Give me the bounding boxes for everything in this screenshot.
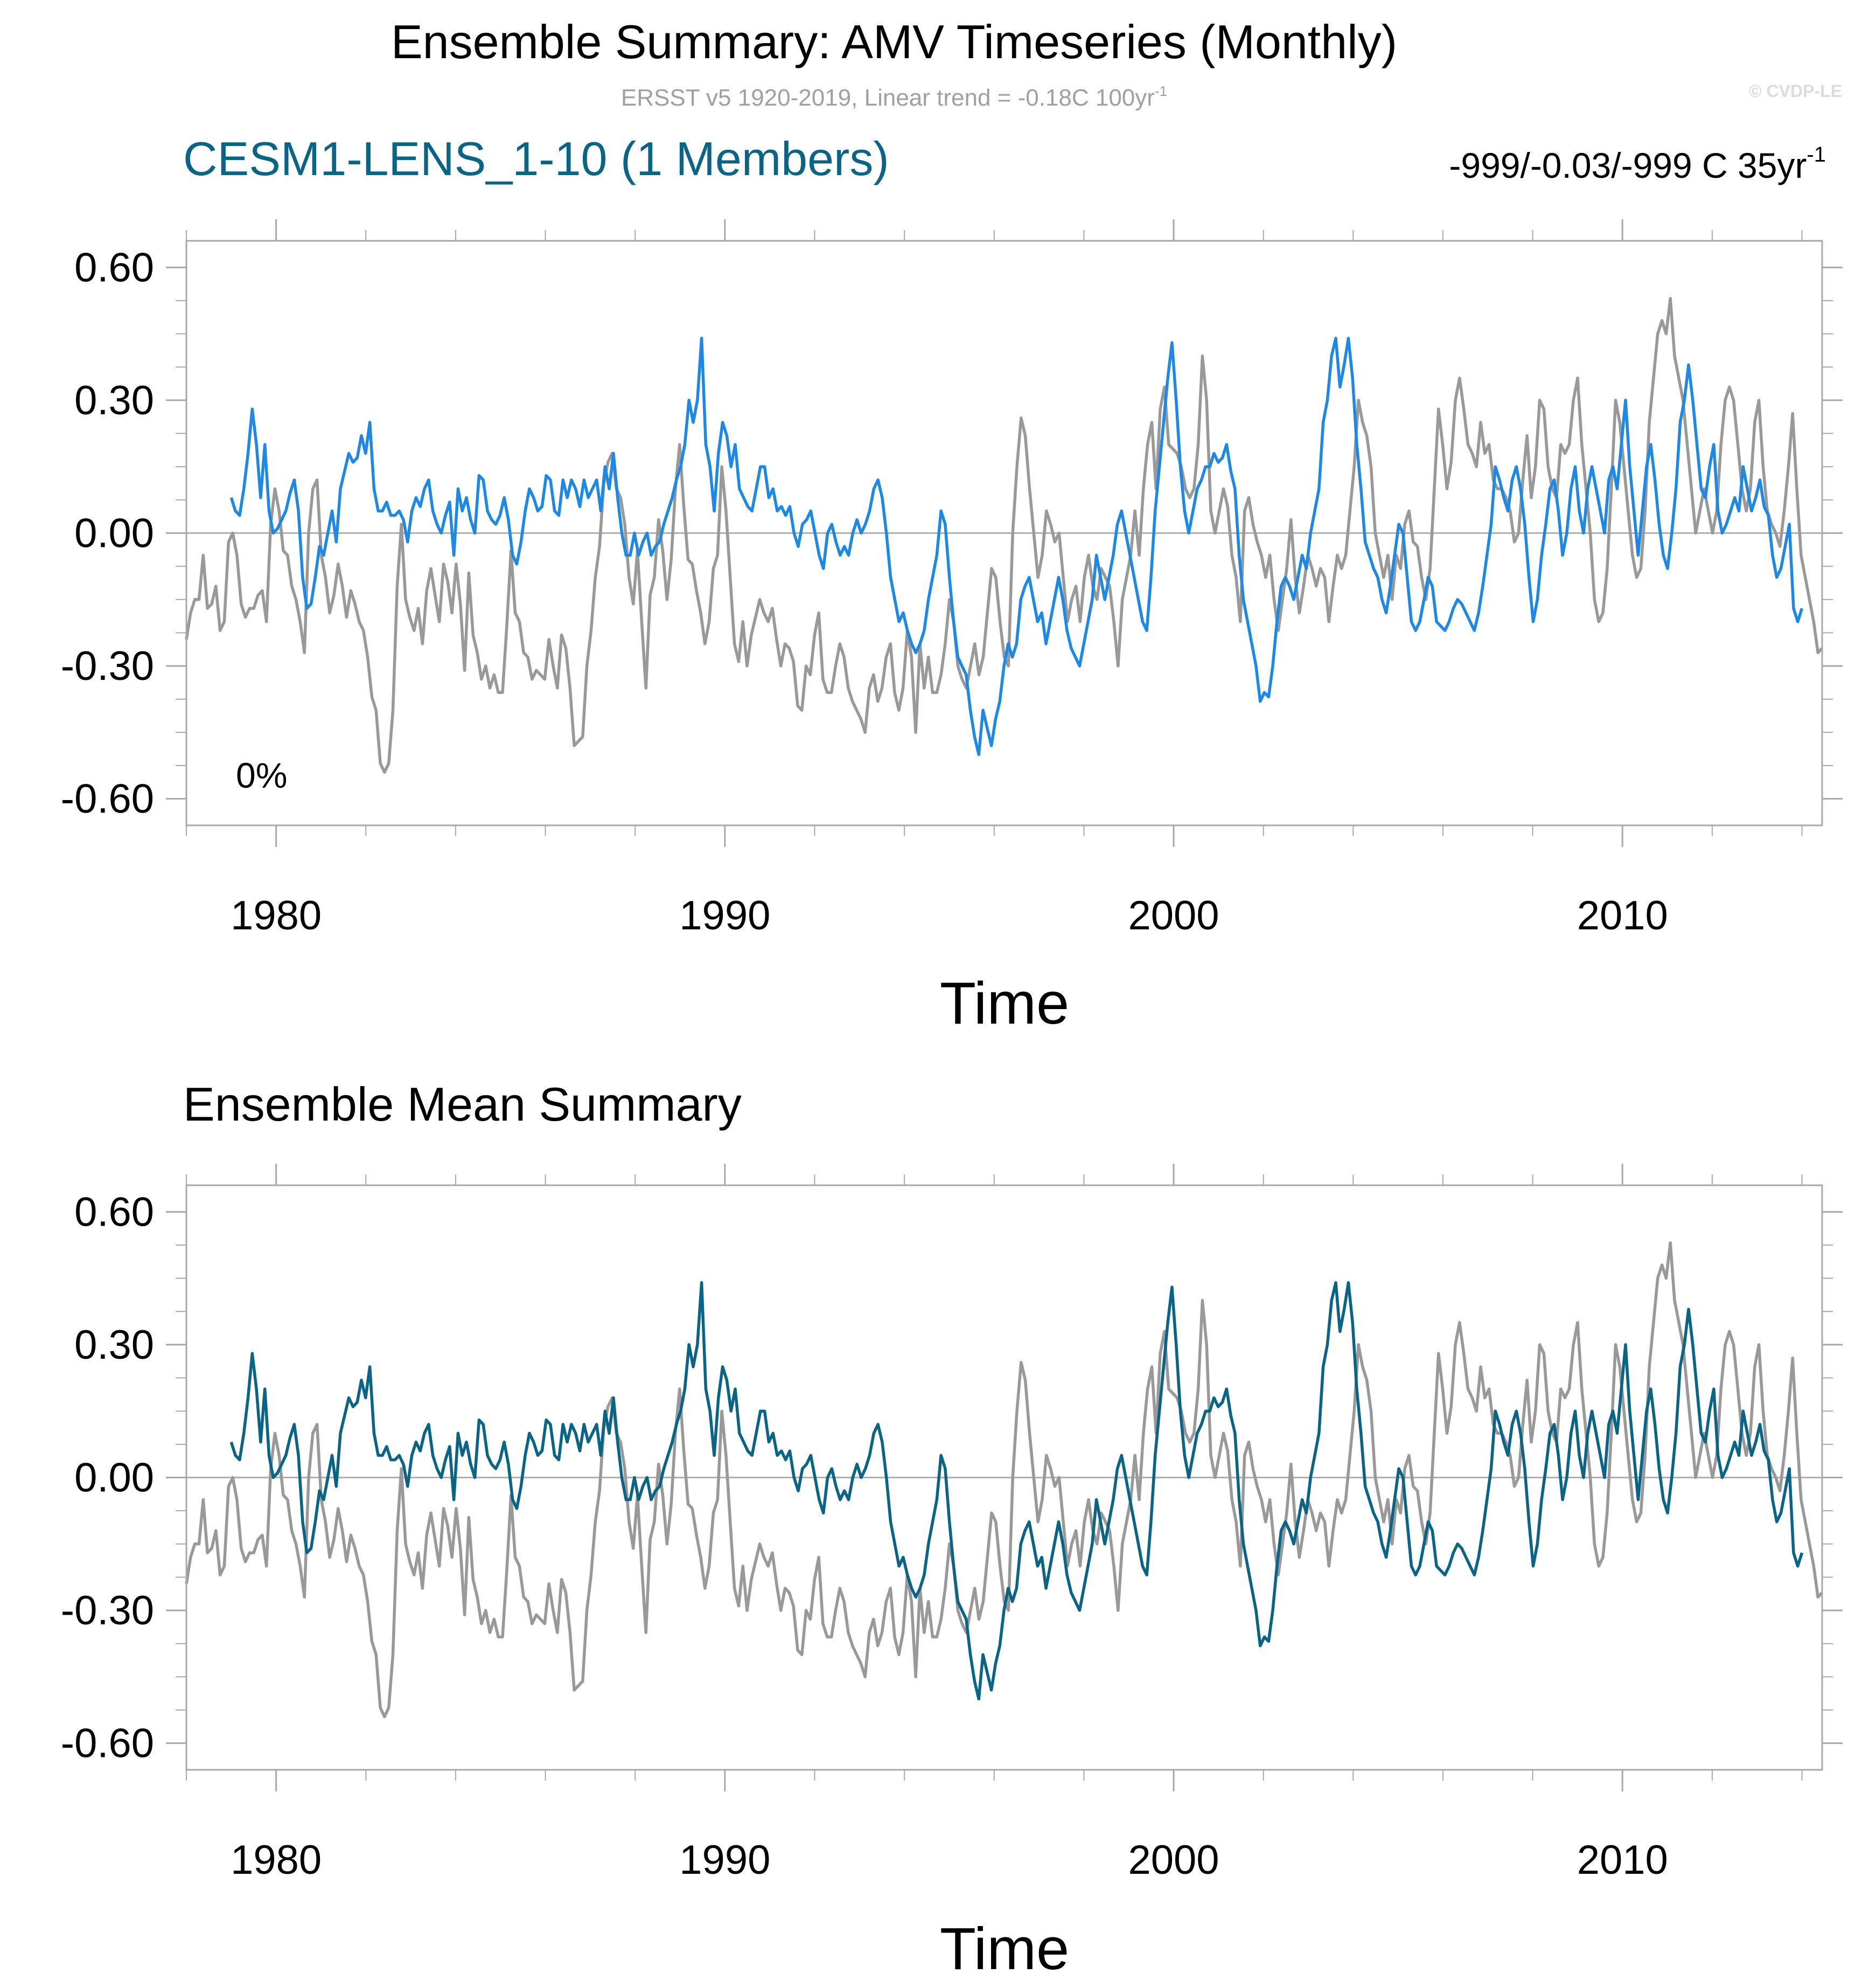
y-tick-label: -0.30	[61, 1588, 154, 1634]
figure-title: Ensemble Summary: AMV Timeseries (Monthl…	[391, 15, 1397, 68]
y-tick-label: 0.30	[74, 1322, 154, 1368]
panel-1-tick-labels: 0.60 0.30 0.00 -0.30 -0.60 1980 1990 2000 2010	[61, 245, 1668, 939]
panel-2-x-axis-label: Time	[940, 1916, 1069, 1982]
y-tick-label: -0.60	[61, 776, 154, 822]
panel-1-title: CESM1-LENS_1-10 (1 Members)	[183, 132, 889, 185]
x-tick-label: 2000	[1128, 893, 1219, 939]
y-tick-label: 0.60	[74, 1189, 154, 1235]
stats-superscript: -1	[1807, 143, 1826, 166]
panel-1-series	[185, 297, 1823, 774]
panel-2-title: Ensemble Mean Summary	[183, 1078, 742, 1131]
panel-ensemble-mean-chart: Ensemble Mean Summary 0.60 0.30 0.00 -0.30 -…	[61, 1078, 1843, 1982]
series-line-member	[229, 337, 1804, 756]
panel-2-frame	[185, 1184, 1823, 1771]
series-line-observed	[185, 1241, 1823, 1719]
figure-subtitle: ERSST v5 1920-2019, Linear trend = -0.18…	[621, 83, 1167, 111]
y-tick-label: 0.60	[74, 245, 154, 290]
panel-1-x-axis-label: Time	[940, 970, 1069, 1037]
panel-1-trend-stats: -999/-0.03/-999 C 35yr-1	[1449, 143, 1826, 185]
x-tick-label: 1990	[679, 1837, 770, 1883]
x-tick-label: 2010	[1577, 893, 1668, 939]
series-line-observed	[185, 297, 1823, 774]
x-tick-label: 2010	[1577, 1837, 1668, 1883]
y-tick-label: -0.60	[61, 1721, 154, 1767]
y-tick-label: -0.30	[61, 643, 154, 689]
x-tick-label: 1990	[679, 893, 770, 939]
y-tick-label: 0.00	[74, 511, 154, 557]
series-line-ensemble-mean	[229, 1281, 1804, 1701]
panel-2-axes	[166, 1164, 1843, 1791]
panel-2-tick-labels: 0.60 0.30 0.00 -0.30 -0.60 1980 1990 2000 2010	[61, 1189, 1668, 1883]
credit-watermark: © CVDP-LE	[1749, 81, 1842, 101]
x-tick-label: 1980	[231, 893, 322, 939]
stats-text: -999/-0.03/-999 C 35yr	[1449, 145, 1807, 185]
panel-member-chart: CESM1-LENS_1-10 (1 Members) -999/-0.03/-…	[61, 132, 1843, 1037]
panel-1-axes	[166, 219, 1843, 847]
y-tick-label: 0.30	[74, 378, 154, 423]
x-tick-label: 1980	[231, 1837, 322, 1883]
subtitle-superscript: -1	[1155, 83, 1167, 99]
panel-1-percent-annotation: 0%	[236, 755, 287, 795]
subtitle-text: ERSST v5 1920-2019, Linear trend = -0.18…	[621, 85, 1155, 111]
panel-1-frame	[185, 240, 1823, 826]
y-tick-label: 0.00	[74, 1455, 154, 1501]
panel-2-series	[185, 1241, 1823, 1719]
x-tick-label: 2000	[1128, 1837, 1219, 1883]
